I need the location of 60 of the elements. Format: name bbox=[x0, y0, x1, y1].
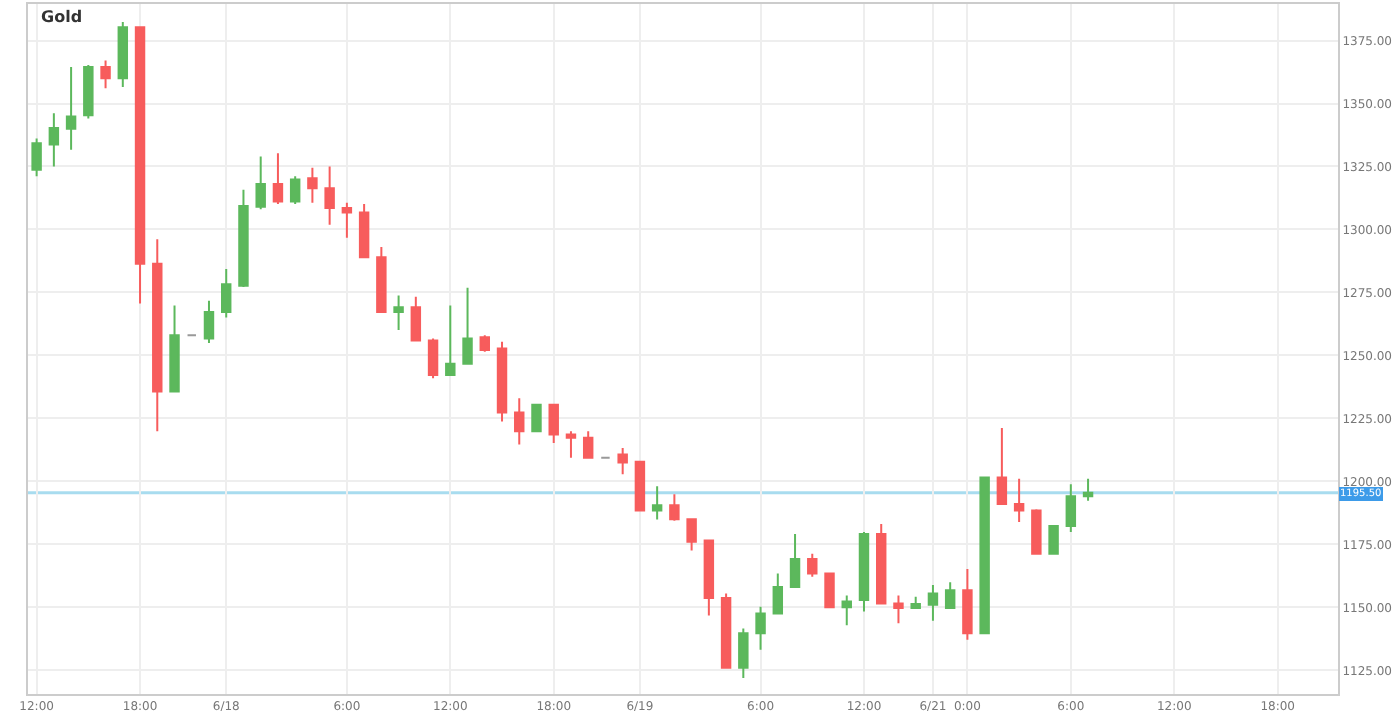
candlestick bbox=[807, 552, 818, 578]
candlestick bbox=[376, 246, 387, 314]
candlestick bbox=[307, 166, 318, 204]
candlestick bbox=[979, 476, 990, 635]
candlestick bbox=[1082, 477, 1094, 502]
candlestick bbox=[100, 59, 111, 90]
candlestick bbox=[1031, 508, 1042, 555]
candlestick bbox=[703, 539, 715, 617]
candlestick bbox=[83, 63, 94, 120]
candlestick bbox=[651, 485, 663, 521]
candlestick bbox=[841, 594, 852, 627]
candlestick bbox=[772, 572, 784, 615]
candlestick bbox=[755, 605, 766, 651]
candlestick bbox=[686, 518, 697, 552]
candlestick bbox=[1013, 477, 1025, 523]
candlestick bbox=[1065, 483, 1077, 534]
candlestick bbox=[565, 430, 577, 459]
candlestick bbox=[738, 627, 749, 679]
candlestick bbox=[531, 403, 542, 433]
candlestick bbox=[496, 340, 508, 423]
candlestick bbox=[789, 533, 801, 588]
candlestick bbox=[582, 430, 594, 459]
candlestick bbox=[669, 493, 680, 522]
candlestick bbox=[221, 268, 232, 319]
candlestick bbox=[427, 337, 439, 380]
candlestick bbox=[858, 531, 870, 613]
candlestick bbox=[358, 203, 370, 259]
candlestick bbox=[893, 594, 904, 625]
candlestick bbox=[289, 175, 301, 206]
candlestick bbox=[720, 592, 732, 669]
candlestick bbox=[324, 165, 335, 226]
candlestick bbox=[445, 304, 456, 377]
candlestick bbox=[410, 295, 422, 342]
candlestick bbox=[169, 304, 180, 393]
candlestick bbox=[117, 20, 129, 88]
candlestick bbox=[996, 426, 1008, 506]
candlestick bbox=[962, 568, 973, 641]
candlestick bbox=[876, 522, 887, 605]
candlestick bbox=[152, 238, 163, 433]
candlestick bbox=[824, 572, 835, 609]
candlestick bbox=[462, 286, 473, 365]
candlestick bbox=[548, 403, 559, 445]
candlestick bbox=[203, 299, 215, 345]
chart-title: Gold bbox=[41, 8, 83, 27]
candlestick bbox=[617, 446, 628, 476]
candlestick bbox=[341, 201, 353, 239]
candlestick bbox=[272, 152, 284, 206]
candlestick bbox=[514, 397, 525, 446]
candlestick bbox=[255, 155, 266, 211]
candlestick bbox=[910, 595, 921, 610]
candlestick bbox=[65, 65, 77, 151]
candlestick bbox=[634, 460, 646, 512]
candlestick bbox=[1048, 524, 1059, 555]
candlestick bbox=[31, 137, 42, 178]
candlestick bbox=[238, 188, 249, 288]
candlestick bbox=[944, 581, 956, 610]
candlestick bbox=[927, 583, 939, 622]
candlestick bbox=[48, 112, 60, 168]
candlestick bbox=[479, 334, 490, 353]
candlestick bbox=[393, 294, 404, 331]
